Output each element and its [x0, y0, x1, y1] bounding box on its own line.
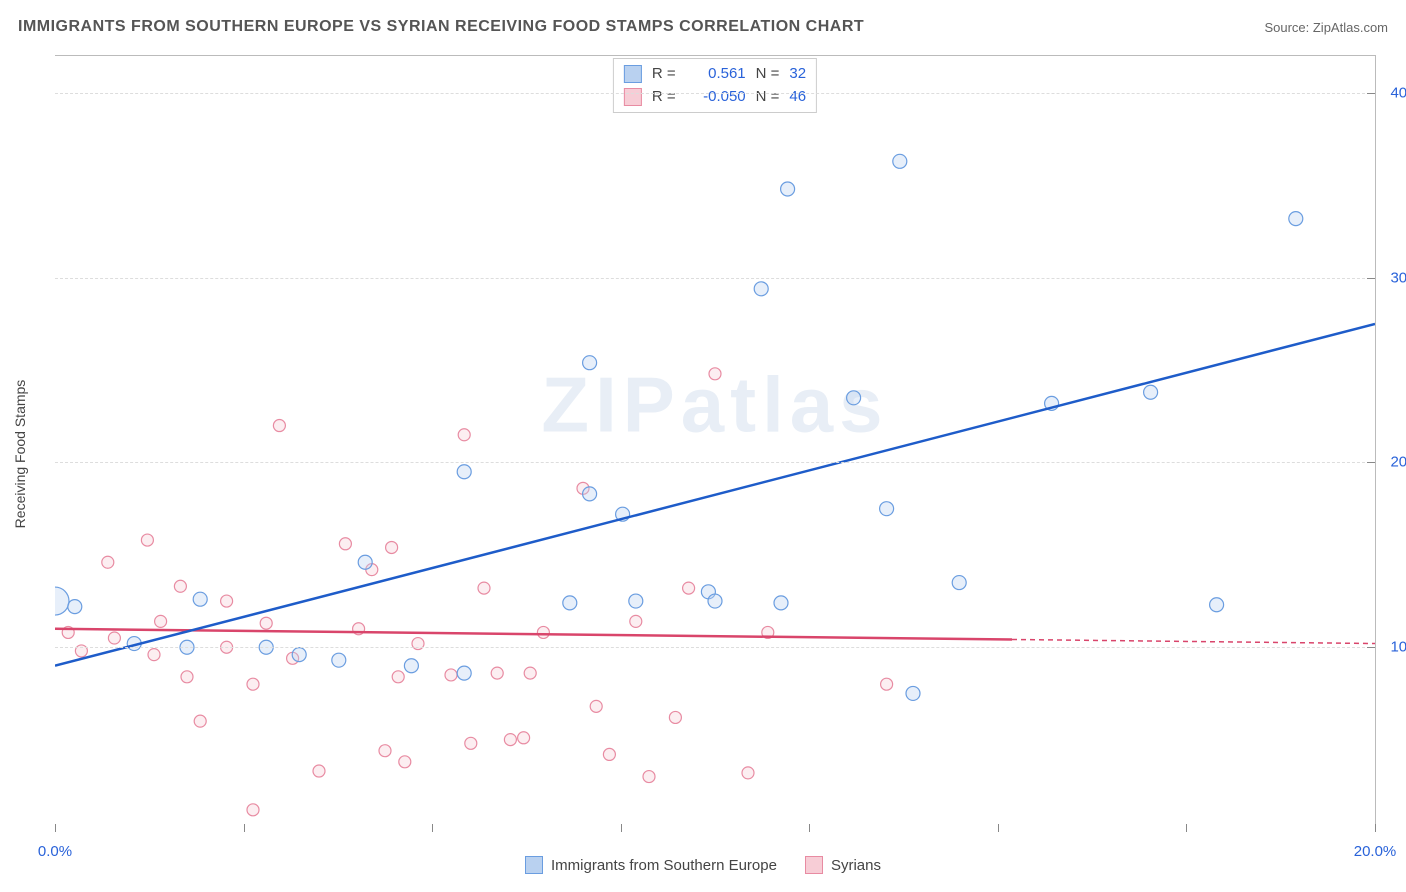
data-point	[1144, 385, 1158, 399]
data-point	[392, 671, 404, 683]
legend-item-1: Syrians	[805, 856, 881, 874]
data-point	[478, 582, 490, 594]
data-point	[906, 686, 920, 700]
data-point	[742, 767, 754, 779]
chart-title: IMMIGRANTS FROM SOUTHERN EUROPE VS SYRIA…	[18, 18, 864, 36]
data-point	[386, 541, 398, 553]
y-tick-label: 20.0%	[1390, 454, 1406, 471]
data-point	[524, 667, 536, 679]
data-point	[643, 771, 655, 783]
data-point	[141, 534, 153, 546]
legend-swatch-1	[805, 856, 823, 874]
source-label: Source: ZipAtlas.com	[1264, 20, 1388, 35]
data-point	[458, 429, 470, 441]
legend-label-0: Immigrants from Southern Europe	[551, 857, 777, 874]
data-point	[629, 594, 643, 608]
data-point	[108, 632, 120, 644]
series-legend: Immigrants from Southern Europe Syrians	[0, 856, 1406, 874]
data-point	[68, 600, 82, 614]
data-point	[774, 596, 788, 610]
data-point	[583, 356, 597, 370]
data-point	[709, 368, 721, 380]
data-point	[952, 576, 966, 590]
data-point	[504, 734, 516, 746]
data-point	[708, 594, 722, 608]
data-point	[155, 615, 167, 627]
data-point	[221, 595, 233, 607]
data-point	[399, 756, 411, 768]
data-point	[55, 587, 69, 615]
data-point	[583, 487, 597, 501]
data-point	[1210, 598, 1224, 612]
data-point	[457, 465, 471, 479]
chart-container: IMMIGRANTS FROM SOUTHERN EUROPE VS SYRIA…	[0, 0, 1406, 892]
data-point	[518, 732, 530, 744]
legend-item-0: Immigrants from Southern Europe	[525, 856, 777, 874]
data-point	[102, 556, 114, 568]
chart-area: ZIPatlas R = 0.561 N = 32 R = -0.050 N =…	[55, 55, 1376, 832]
data-point	[590, 700, 602, 712]
data-point	[1289, 212, 1303, 226]
y-tick-label: 30.0%	[1390, 269, 1406, 286]
data-point	[379, 745, 391, 757]
data-point	[193, 592, 207, 606]
data-point	[260, 617, 272, 629]
data-point	[358, 555, 372, 569]
data-point	[247, 678, 259, 690]
data-point	[332, 653, 346, 667]
data-point	[563, 596, 577, 610]
data-point	[893, 154, 907, 168]
data-point	[148, 649, 160, 661]
data-point	[174, 580, 186, 592]
y-tick-label: 10.0%	[1390, 639, 1406, 656]
data-point	[194, 715, 206, 727]
trend-line	[55, 629, 1012, 640]
data-point	[881, 678, 893, 690]
data-point	[754, 282, 768, 296]
data-point	[457, 666, 471, 680]
data-point	[491, 667, 503, 679]
trend-line-extrapolated	[1012, 639, 1375, 643]
legend-label-1: Syrians	[831, 857, 881, 874]
data-point	[781, 182, 795, 196]
data-point	[603, 748, 615, 760]
data-point	[445, 669, 457, 681]
data-point	[669, 711, 681, 723]
legend-swatch-0	[525, 856, 543, 874]
title-bar: IMMIGRANTS FROM SOUTHERN EUROPE VS SYRIA…	[18, 18, 1388, 36]
data-point	[292, 648, 306, 662]
y-tick-label: 40.0%	[1390, 84, 1406, 101]
y-axis-label: Receiving Food Stamps	[12, 380, 28, 529]
data-point	[273, 420, 285, 432]
data-point	[880, 502, 894, 516]
data-point	[847, 391, 861, 405]
data-point	[630, 615, 642, 627]
data-point	[465, 737, 477, 749]
data-point	[683, 582, 695, 594]
data-point	[404, 659, 418, 673]
data-point	[339, 538, 351, 550]
data-point	[247, 804, 259, 816]
data-point	[313, 765, 325, 777]
data-point	[181, 671, 193, 683]
data-point	[537, 626, 549, 638]
scatter-plot	[55, 56, 1375, 832]
